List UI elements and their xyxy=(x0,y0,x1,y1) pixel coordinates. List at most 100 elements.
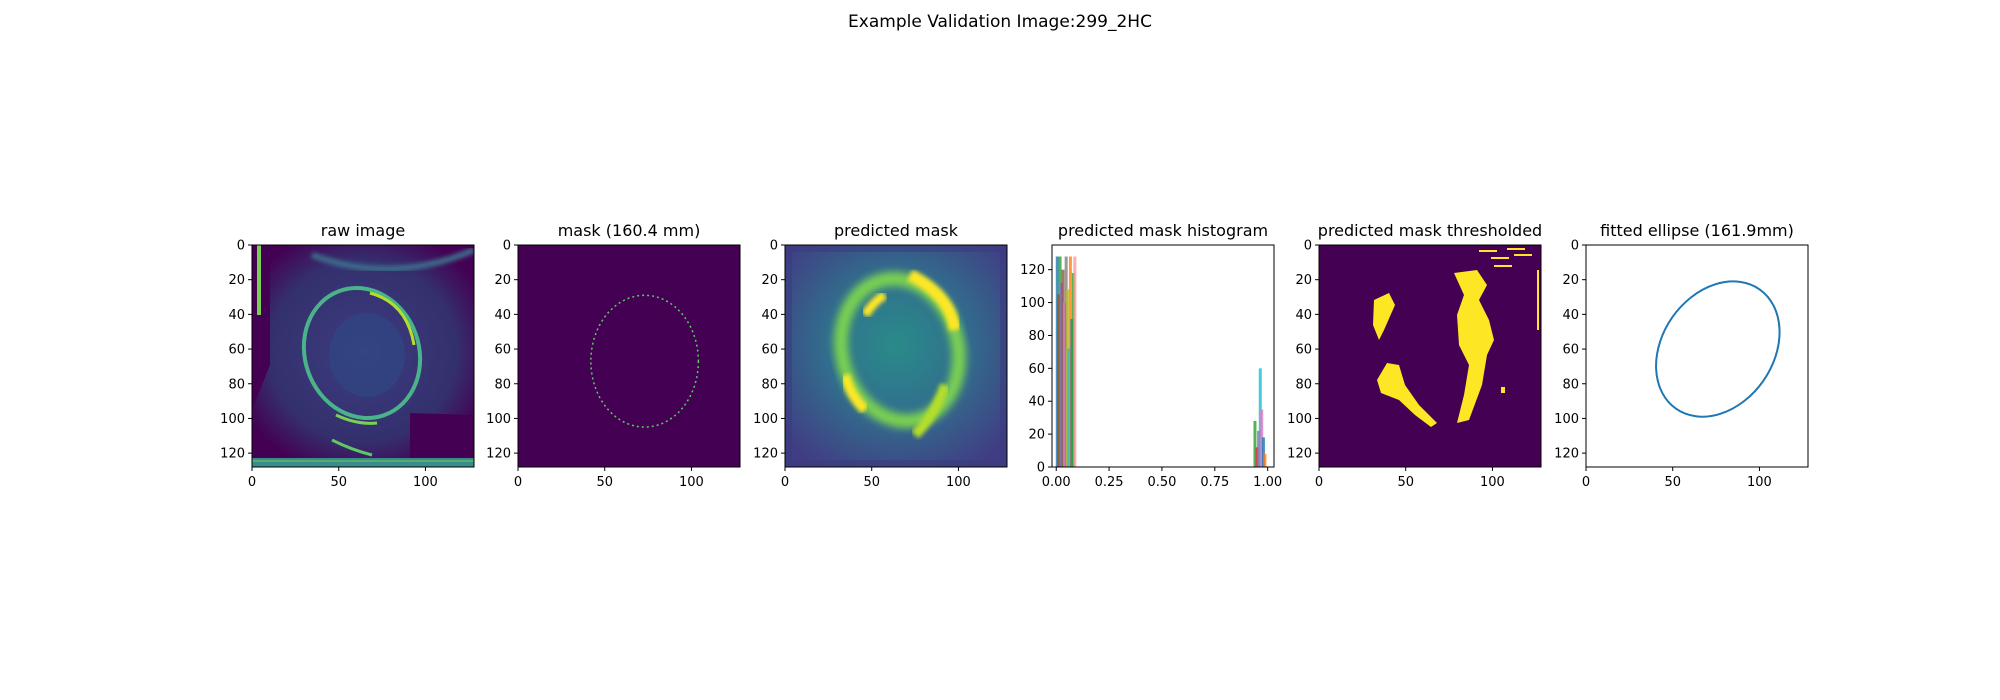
y-tick-label: 120 xyxy=(220,447,245,462)
axes-frame xyxy=(784,244,1008,468)
figure-suptitle: Example Validation Image:299_2HC xyxy=(848,12,1152,32)
y-tick-label: 60 xyxy=(1562,343,1579,358)
axes-frame xyxy=(517,244,741,468)
thresholded-blob xyxy=(1377,363,1437,427)
y-tick-label: 60 xyxy=(228,343,245,358)
subplot-6: fitted ellipse (161.9mm) 0 50 100 0 20 40 60 80 1… xyxy=(1554,221,1809,490)
x-tick-label: 0 xyxy=(248,475,256,490)
y-tick-label: 60 xyxy=(494,343,511,358)
x-tick-label: 0.00 xyxy=(1042,475,1071,490)
y-tick-label: 0 xyxy=(237,239,245,254)
x-tick-label: 100 xyxy=(679,475,704,490)
y-tick-label: 120 xyxy=(486,447,511,462)
x-tick-label: 0.25 xyxy=(1095,475,1124,490)
y-tick-label: 60 xyxy=(1028,362,1045,377)
y-tick-label: 40 xyxy=(1295,308,1312,323)
thresholded-speck xyxy=(1479,250,1497,252)
x-tick-label: 1.00 xyxy=(1253,475,1282,490)
x-tick-label: 0.75 xyxy=(1200,475,1229,490)
y-tick-label: 40 xyxy=(228,308,245,323)
thresholded-speck xyxy=(1507,248,1525,250)
mask-ellipse xyxy=(590,294,700,428)
y-tick-label: 120 xyxy=(1554,447,1579,462)
thresholded-speck xyxy=(1494,265,1512,267)
subplot-title: mask (160.4 mm) xyxy=(558,221,701,240)
subplot-title: predicted mask thresholded xyxy=(1318,221,1542,240)
x-tick-label: 50 xyxy=(1397,475,1414,490)
histogram-bar xyxy=(1073,256,1077,467)
y-tick-label: 20 xyxy=(1028,428,1045,443)
thresholded-background xyxy=(1319,245,1541,467)
x-tick-label: 0 xyxy=(1582,475,1590,490)
axes-frame xyxy=(1051,244,1275,468)
y-tick-label: 40 xyxy=(1562,308,1579,323)
histogram-bar xyxy=(1263,453,1267,467)
thresholded-speck xyxy=(1514,254,1532,256)
y-tick-label: 20 xyxy=(761,273,778,288)
y-tick-label: 0 xyxy=(503,239,511,254)
x-tick-label: 50 xyxy=(330,475,347,490)
x-tick-label: 0.50 xyxy=(1147,475,1176,490)
y-tick-label: 60 xyxy=(1295,343,1312,358)
x-tick-label: 0 xyxy=(1315,475,1323,490)
mask-background xyxy=(518,245,740,467)
y-tick-label: 100 xyxy=(486,412,511,427)
y-tick-label: 20 xyxy=(1562,273,1579,288)
subplot-4: predicted mask histogram 0.00 0.25 0.50 0.75… xyxy=(1020,221,1282,490)
y-tick-label: 100 xyxy=(1554,412,1579,427)
axes-frame xyxy=(1318,244,1542,468)
histogram-bar xyxy=(1260,409,1264,467)
y-tick-label: 0 xyxy=(1037,461,1045,476)
y-tick-label: 80 xyxy=(1028,329,1045,344)
fitted-ellipse-line xyxy=(1655,280,1781,418)
subplot-title: raw image xyxy=(321,221,405,240)
y-tick-label: 120 xyxy=(753,447,778,462)
x-tick-label: 0 xyxy=(781,475,789,490)
y-tick-label: 100 xyxy=(220,412,245,427)
histogram-bar xyxy=(1061,269,1065,467)
y-tick-label: 80 xyxy=(761,377,778,392)
y-tick-label: 0 xyxy=(1571,239,1579,254)
x-tick-label: 50 xyxy=(863,475,880,490)
subplot-5: predicted mask thresholded 0 50 100 0 20 40 60 8… xyxy=(1287,221,1542,490)
y-tick-label: 20 xyxy=(1295,273,1312,288)
y-tick-label: 80 xyxy=(494,377,511,392)
subplot-2: mask (160.4 mm) 0 50 100 0 20 40 60 80 100 120 xyxy=(486,221,741,490)
subplot-title: fitted ellipse (161.9mm) xyxy=(1600,221,1794,240)
subplot-title: predicted mask xyxy=(834,221,959,240)
x-tick-label: 50 xyxy=(596,475,613,490)
y-tick-label: 80 xyxy=(228,377,245,392)
axes-frame xyxy=(1585,244,1809,468)
y-tick-label: 20 xyxy=(228,273,245,288)
y-tick-label: 100 xyxy=(753,412,778,427)
axes-frame xyxy=(251,244,475,468)
thresholded-speck xyxy=(1491,257,1509,259)
histogram-bar xyxy=(1253,420,1257,467)
x-tick-label: 100 xyxy=(946,475,971,490)
thresholded-speck xyxy=(1537,270,1539,330)
x-tick-label: 100 xyxy=(1747,475,1772,490)
y-tick-label: 20 xyxy=(494,273,511,288)
y-tick-label: 40 xyxy=(761,308,778,323)
thresholded-blob xyxy=(1454,270,1494,423)
y-tick-label: 0 xyxy=(1304,239,1312,254)
predicted-mask-content xyxy=(785,245,1007,467)
histogram-bar xyxy=(1261,437,1265,467)
y-tick-label: 120 xyxy=(1287,447,1312,462)
y-tick-label: 60 xyxy=(761,343,778,358)
x-tick-label: 100 xyxy=(1480,475,1505,490)
y-tick-label: 100 xyxy=(1020,296,1045,311)
y-tick-label: 40 xyxy=(494,308,511,323)
x-tick-label: 50 xyxy=(1664,475,1681,490)
y-tick-label: 80 xyxy=(1295,377,1312,392)
y-tick-label: 0 xyxy=(770,239,778,254)
subplot-title: predicted mask histogram xyxy=(1058,221,1268,240)
thresholded-speck xyxy=(1501,387,1505,393)
y-tick-label: 120 xyxy=(1020,263,1045,278)
y-tick-label: 40 xyxy=(1028,395,1045,410)
y-tick-label: 100 xyxy=(1287,412,1312,427)
y-tick-label: 80 xyxy=(1562,377,1579,392)
subplot-3: predicted mask 0 50 100 0 20 40 60 80 100 120 xyxy=(753,221,1008,490)
x-tick-label: 0 xyxy=(514,475,522,490)
